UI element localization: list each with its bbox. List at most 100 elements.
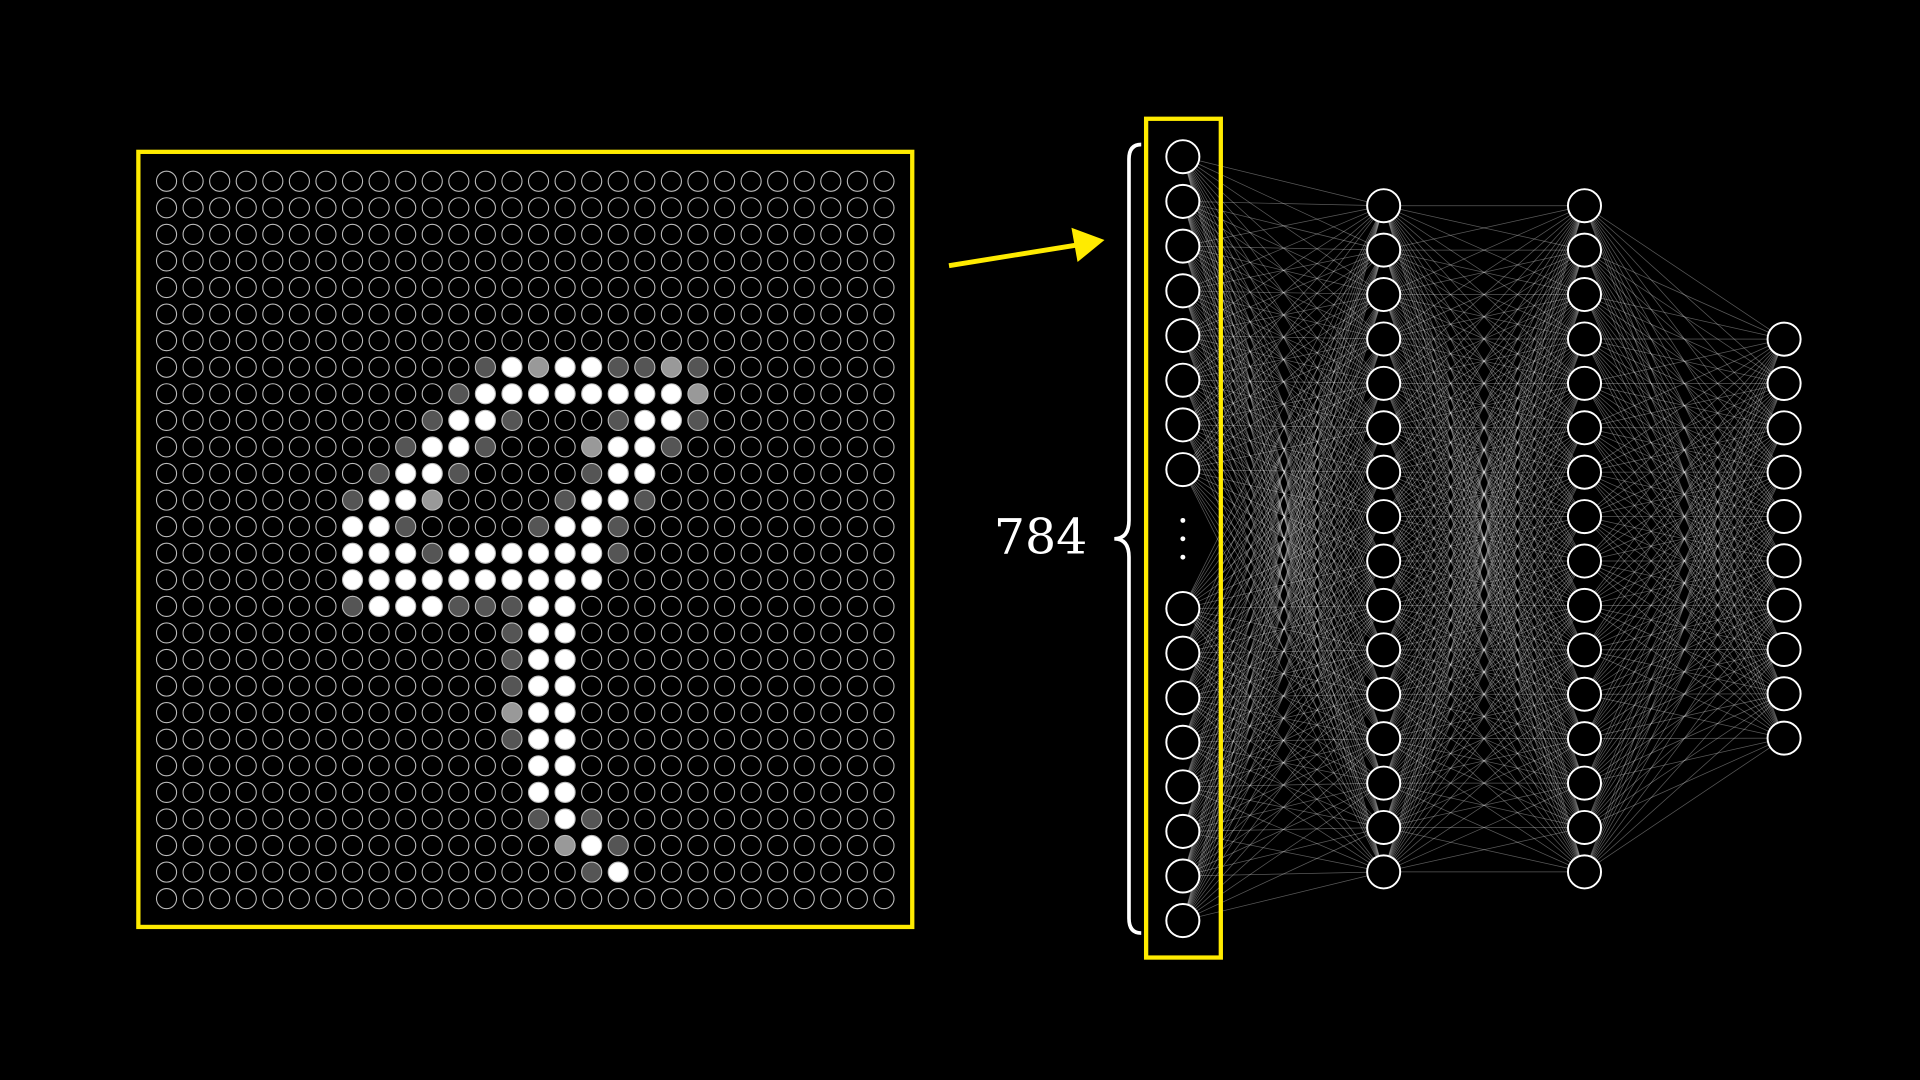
neuron (1366, 543, 1402, 579)
connection (1182, 201, 1384, 517)
connection (1383, 427, 1585, 784)
connection (1584, 339, 1785, 873)
connection (1584, 249, 1785, 429)
connection (1182, 516, 1385, 921)
neuron (1566, 809, 1603, 845)
pixel (368, 170, 390, 192)
connection (1383, 383, 1585, 828)
pixel (155, 516, 178, 538)
connection (1182, 338, 1384, 609)
connection (1182, 294, 1385, 877)
connection (1383, 383, 1585, 606)
connection (1584, 560, 1785, 739)
connection (1182, 383, 1384, 654)
connection (1383, 338, 1585, 384)
connection (1383, 205, 1585, 562)
connection (1182, 379, 1384, 517)
connection (1383, 338, 1585, 828)
pixel (713, 675, 736, 697)
pixel (341, 409, 364, 431)
pixel (634, 755, 656, 777)
pixel (288, 888, 310, 910)
connection (1182, 335, 1384, 473)
pixel (660, 170, 682, 192)
connection (1182, 427, 1384, 654)
connection (1383, 294, 1585, 651)
connection (1383, 205, 1585, 828)
pixel (554, 888, 576, 910)
connection (1182, 245, 1384, 562)
neuron (1566, 232, 1603, 268)
pixel (581, 675, 603, 697)
pixel (368, 330, 390, 352)
connection (1383, 560, 1585, 828)
connection (1383, 338, 1585, 384)
pixel (581, 622, 603, 644)
connection (1584, 649, 1785, 695)
connection (1584, 338, 1785, 562)
connection (1383, 338, 1585, 695)
connection (1383, 560, 1585, 651)
connection (1383, 427, 1585, 739)
pixel (421, 888, 443, 910)
connection (1182, 290, 1384, 295)
pixel (846, 276, 868, 299)
connection (1383, 250, 1585, 828)
connection (1584, 338, 1785, 651)
connection (1383, 383, 1585, 784)
pixel (634, 702, 656, 724)
connection (1584, 516, 1785, 695)
pixel (820, 622, 842, 644)
connection (1182, 697, 1384, 873)
pixel (687, 356, 709, 378)
pixel (421, 595, 443, 617)
connection (1182, 294, 1384, 426)
pixel (288, 648, 310, 671)
pixel (527, 436, 550, 458)
pixel (634, 808, 656, 830)
pixel (767, 356, 789, 378)
pixel (820, 542, 842, 564)
pixel (209, 808, 231, 830)
pixel (448, 170, 470, 192)
pixel (501, 648, 523, 671)
pixel (209, 356, 231, 378)
connection (1383, 738, 1585, 873)
connection (1383, 516, 1585, 651)
connection (1182, 427, 1384, 743)
connection (1383, 249, 1585, 295)
pixel (421, 462, 443, 485)
pixel (713, 569, 736, 591)
pixel (873, 516, 895, 538)
pixel (182, 330, 204, 352)
connection (1584, 249, 1785, 473)
connection (1383, 294, 1585, 429)
pixel (820, 595, 842, 617)
pixel (527, 516, 550, 538)
connection (1182, 250, 1385, 921)
pixel (581, 861, 603, 883)
connection (1383, 294, 1585, 517)
neuron (1366, 676, 1402, 712)
pixel (315, 781, 337, 803)
connection (1182, 201, 1384, 340)
connection (1182, 290, 1384, 429)
pixel (209, 383, 231, 405)
pixel (421, 755, 443, 777)
connection (1584, 339, 1785, 739)
pixel (634, 303, 656, 325)
connection (1182, 379, 1384, 473)
pixel (501, 675, 523, 697)
pixel (474, 569, 496, 591)
connection (1584, 383, 1785, 650)
connection (1182, 156, 1384, 295)
connection (1383, 649, 1585, 828)
connection (1182, 697, 1384, 828)
pixel (713, 755, 736, 777)
pixel (634, 781, 656, 803)
pixel (687, 303, 709, 325)
connection (1182, 605, 1384, 832)
pixel (341, 861, 364, 883)
connection (1182, 335, 1385, 873)
